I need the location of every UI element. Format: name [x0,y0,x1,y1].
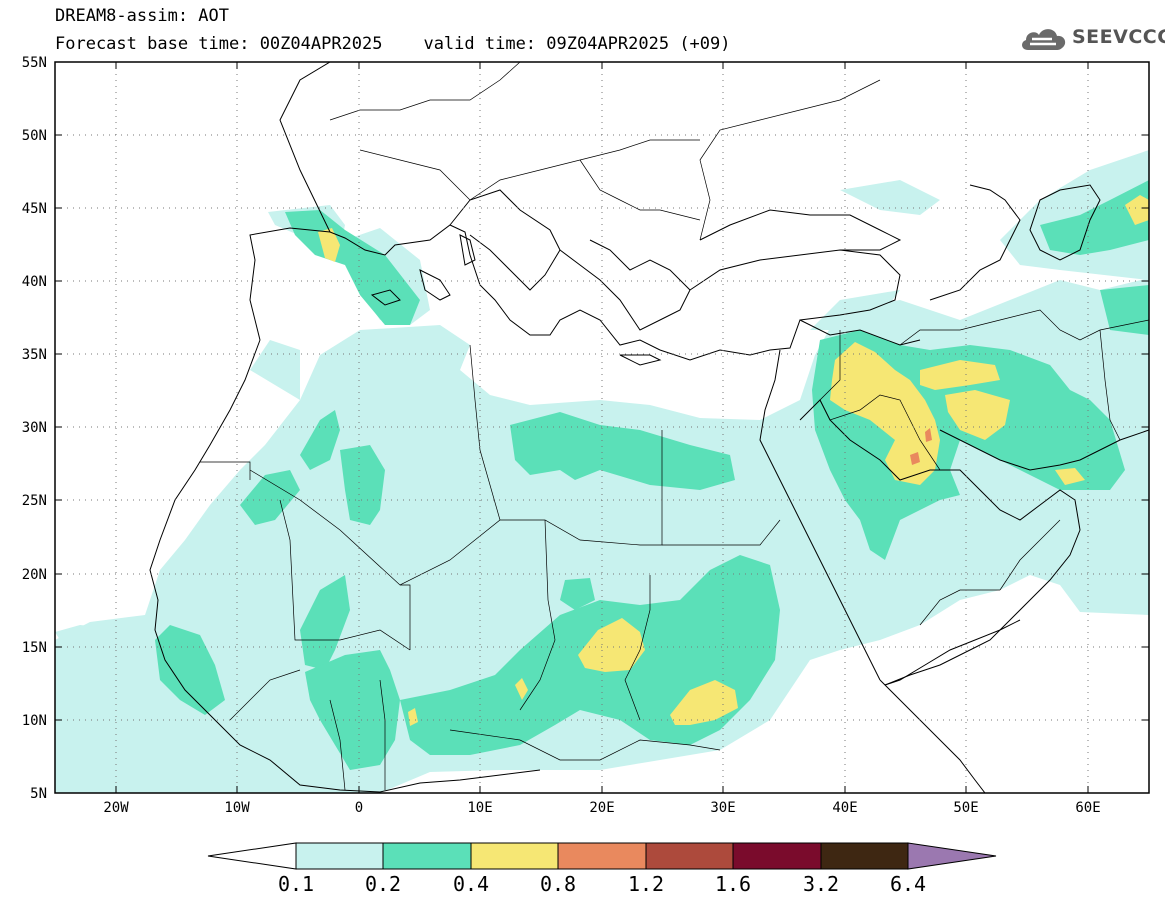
aot-field [55,150,1149,793]
lat-label: 30N [22,420,47,436]
lat-label: 40N [22,274,47,290]
aot-band-0.4-0.8 [318,195,1149,726]
colorbar-label: 0.2 [365,872,401,896]
logo-text: SEEVCCC [1072,26,1165,48]
colorbar-label: 1.6 [715,872,751,896]
colorbar-label: 1.2 [628,872,664,896]
lon-label: 20W [103,800,129,816]
seevccc-logo: SEEVCCC [1018,22,1165,56]
colorbar-swatch-4 [645,842,734,870]
cloud-icon [1022,29,1066,50]
lat-label: 5N [30,786,47,802]
coastlines [149,62,1149,793]
longitude-labels: 20W 10W 0 10E 20E 30E 40E 50E 60E [103,800,1100,816]
borders [200,62,1149,791]
lon-label: 0 [355,800,363,816]
forecast-time-line: Forecast base time: 00Z04APR2025 valid t… [55,34,731,54]
lat-label: 55N [22,55,47,71]
colorbar: 0.1 0.2 0.4 0.8 1.2 1.6 3.2 6.4 [207,842,997,896]
lat-label: 45N [22,201,47,217]
colorbar-swatch-0 [295,842,384,870]
colorbar-swatch-3 [557,842,647,870]
colorbar-swatch-6 [820,842,909,870]
aot-band-0.8-1.2 [910,428,932,465]
colorbar-swatch-1 [382,842,472,870]
lat-label: 15N [22,640,47,656]
lat-label: 35N [22,347,47,363]
colorbar-swatch-5 [732,842,822,870]
map-title: DREAM8-assim: AOT [55,6,229,26]
lon-label: 50E [953,800,978,816]
latitude-labels: 55N 50N 45N 40N 35N 30N 25N 20N 15N 10N … [22,55,47,802]
graticule [55,62,1149,793]
colorbar-over-arrow [907,842,997,870]
lat-label: 50N [22,128,47,144]
lon-label: 40E [832,800,857,816]
lat-label: 20N [22,567,47,583]
colorbar-labels: 0.1 0.2 0.4 0.8 1.2 1.6 3.2 6.4 [278,872,926,896]
colorbar-label: 0.8 [540,872,576,896]
lon-label: 10E [467,800,492,816]
lat-label: 10N [22,713,47,729]
colorbar-label: 6.4 [890,872,926,896]
lat-label: 25N [22,493,47,509]
lon-label: 60E [1075,800,1100,816]
colorbar-label: 3.2 [803,872,839,896]
colorbar-under-arrow [207,842,297,870]
colorbar-label: 0.4 [453,872,489,896]
colorbar-swatch-2 [470,842,559,870]
lon-label: 10W [224,800,250,816]
axis-ticks [55,61,1149,794]
lon-label: 20E [589,800,614,816]
colorbar-label: 0.1 [278,872,314,896]
lon-label: 30E [710,800,735,816]
